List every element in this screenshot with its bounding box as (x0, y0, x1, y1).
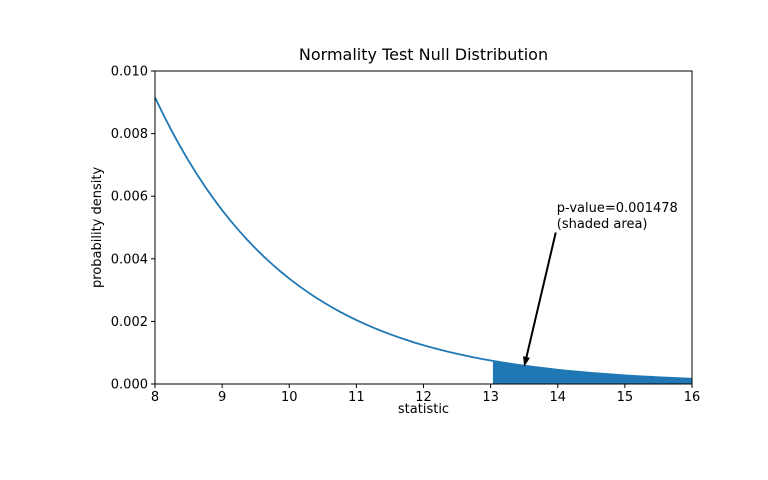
y-tick-label: 0.004 (111, 252, 148, 267)
annotation-arrow-head (523, 356, 530, 367)
annotation-arrow-shaft (525, 232, 557, 359)
y-tick-label: 0.002 (111, 315, 148, 330)
x-tick-label: 13 (482, 390, 499, 405)
x-tick-label: 10 (281, 390, 298, 405)
y-tick-label: 0.010 (111, 65, 148, 80)
x-tick-label: 8 (151, 390, 159, 405)
x-tick-label: 9 (218, 390, 226, 405)
p-value-annotation: p-value=0.001478 (shaded area) (557, 201, 678, 233)
y-tick-label: 0.008 (111, 127, 148, 142)
chart-title: Normality Test Null Distribution (298, 45, 549, 64)
annotation-line-2: (shaded area) (556, 216, 648, 232)
x-tick-label: 12 (415, 390, 432, 405)
y-tick-label: 0.006 (111, 190, 148, 205)
x-tick-label: 11 (348, 390, 365, 405)
y-axis-label: probability density (90, 166, 105, 289)
x-tick-label: 15 (617, 390, 634, 405)
annotation-line-1: p-value=0.001478 (556, 200, 678, 216)
y-tick-label: 0.000 (111, 378, 148, 393)
x-tick-label: 16 (684, 390, 701, 405)
pdf-curve (154, 96, 693, 380)
x-tick-label: 14 (549, 390, 566, 405)
x-axis-label: statistic (397, 402, 450, 417)
shaded-area (492, 360, 692, 384)
